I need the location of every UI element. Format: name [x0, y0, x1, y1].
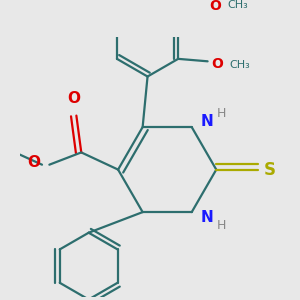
- Text: S: S: [264, 160, 276, 178]
- Text: O: O: [209, 0, 221, 13]
- Text: H: H: [217, 107, 226, 120]
- Text: H: H: [217, 219, 226, 232]
- Text: CH₃: CH₃: [230, 60, 250, 70]
- Text: CH₃: CH₃: [227, 0, 248, 10]
- Text: O: O: [28, 155, 40, 170]
- Text: N: N: [201, 114, 213, 129]
- Text: O: O: [212, 57, 224, 71]
- Text: O: O: [68, 91, 80, 106]
- Text: N: N: [201, 211, 213, 226]
